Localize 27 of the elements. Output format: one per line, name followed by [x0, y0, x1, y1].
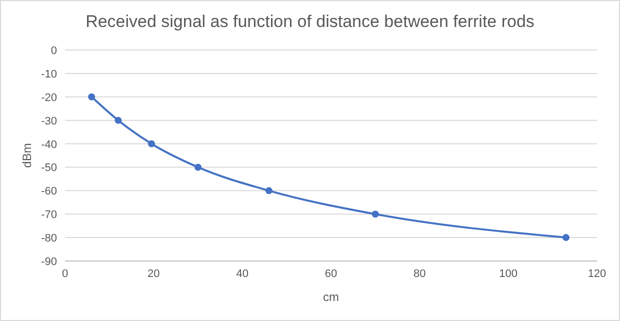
x-tick-label: 40 [236, 268, 248, 280]
x-tick-label: 20 [148, 268, 160, 280]
y-tick-label: -30 [41, 115, 57, 128]
x-tick-label: 120 [588, 268, 606, 280]
y-tick-label: -80 [41, 232, 57, 245]
point [265, 187, 272, 194]
x-axis-title: cm [323, 290, 339, 304]
y-tick-label: -20 [41, 92, 57, 104]
x-tick-label: 0 [62, 268, 68, 280]
x-tick-label: 60 [324, 268, 338, 280]
point [88, 93, 96, 100]
x-tick-label: 80 [414, 268, 426, 280]
point [372, 210, 379, 218]
y-tick-label: -40 [41, 138, 57, 151]
y-tick-label: 0 [50, 45, 57, 57]
y-axis-title: dBm [20, 143, 34, 168]
point [194, 164, 202, 171]
point [114, 116, 122, 124]
y-tick-label: -50 [41, 162, 57, 174]
x-tick-label: 100 [499, 268, 518, 280]
point [562, 234, 570, 242]
y-tick-label: -70 [41, 209, 57, 222]
y-tick-label: -60 [41, 186, 57, 198]
point [148, 140, 155, 148]
y-tick-label: -90 [41, 256, 57, 268]
chart-title: Received signal as function of distance between ferrite rods [86, 12, 534, 31]
y-tick-label: -10 [41, 68, 57, 80]
